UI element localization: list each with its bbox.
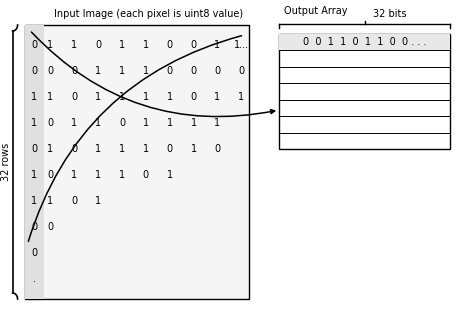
Text: 1: 1 [214, 92, 220, 102]
Text: 0: 0 [71, 196, 77, 206]
FancyArrowPatch shape [28, 36, 241, 241]
Text: 1: 1 [142, 118, 149, 128]
Text: 1: 1 [190, 118, 196, 128]
Text: 0: 0 [31, 144, 37, 154]
Text: 1: 1 [31, 170, 37, 180]
Text: 0: 0 [166, 40, 172, 49]
Text: 32 rows: 32 rows [0, 143, 10, 181]
Text: 0: 0 [47, 170, 53, 180]
Text: 0: 0 [71, 144, 77, 154]
Text: 1: 1 [119, 40, 125, 49]
Text: Output Array: Output Array [283, 6, 347, 16]
Text: .: . [33, 275, 36, 284]
Text: Input Image (each pixel is uint8 value): Input Image (each pixel is uint8 value) [54, 9, 243, 19]
Text: 1: 1 [214, 118, 220, 128]
FancyBboxPatch shape [25, 25, 44, 299]
Text: 1: 1 [95, 170, 101, 180]
Text: 32 bits: 32 bits [372, 9, 405, 19]
Text: 1: 1 [190, 144, 196, 154]
Text: 0: 0 [31, 248, 37, 258]
Text: 1: 1 [95, 92, 101, 102]
Text: 1: 1 [95, 144, 101, 154]
Text: 0: 0 [166, 144, 172, 154]
Text: 1: 1 [47, 40, 53, 49]
Text: 1: 1 [31, 92, 37, 102]
Text: 1: 1 [31, 196, 37, 206]
Text: 0: 0 [31, 222, 37, 232]
Text: 1: 1 [95, 196, 101, 206]
FancyBboxPatch shape [25, 25, 249, 299]
Text: 0: 0 [95, 40, 101, 49]
Text: 0: 0 [190, 66, 196, 76]
Text: 1: 1 [71, 118, 77, 128]
Text: 1: 1 [95, 66, 101, 76]
Text: 1: 1 [71, 40, 77, 49]
Text: 0: 0 [214, 66, 220, 76]
Text: 1: 1 [119, 144, 125, 154]
Text: 0: 0 [71, 92, 77, 102]
Text: 1: 1 [71, 170, 77, 180]
FancyBboxPatch shape [278, 34, 449, 149]
Text: 1: 1 [142, 66, 149, 76]
Text: 1: 1 [119, 92, 125, 102]
Text: 0: 0 [190, 92, 196, 102]
Text: 1: 1 [166, 118, 172, 128]
FancyArrowPatch shape [31, 32, 274, 117]
Text: 1: 1 [47, 92, 53, 102]
Text: 1: 1 [142, 92, 149, 102]
Text: 0: 0 [31, 66, 37, 76]
Text: 1: 1 [238, 92, 244, 102]
Text: 1...: 1... [233, 40, 248, 49]
Text: 1: 1 [119, 66, 125, 76]
Text: 1: 1 [47, 144, 53, 154]
Text: 0: 0 [47, 222, 53, 232]
Text: 0: 0 [31, 40, 37, 49]
Text: 1: 1 [119, 170, 125, 180]
Text: 1: 1 [166, 170, 172, 180]
Text: 0: 0 [166, 66, 172, 76]
Text: 0: 0 [142, 170, 149, 180]
Text: 0: 0 [214, 144, 220, 154]
Text: 1: 1 [166, 92, 172, 102]
Text: 1: 1 [214, 40, 220, 49]
Text: 1: 1 [95, 118, 101, 128]
Text: 0: 0 [190, 40, 196, 49]
Text: 1: 1 [47, 196, 53, 206]
Text: 1: 1 [142, 40, 149, 49]
Text: 0: 0 [47, 66, 53, 76]
Text: 0: 0 [119, 118, 125, 128]
Text: 1: 1 [31, 118, 37, 128]
Text: 1: 1 [142, 144, 149, 154]
Text: 0  0  1  1  0  1  1  0  0 . . .: 0 0 1 1 0 1 1 0 0 . . . [302, 37, 425, 47]
FancyBboxPatch shape [278, 34, 449, 50]
Text: 0: 0 [47, 118, 53, 128]
Text: 0: 0 [71, 66, 77, 76]
Text: 0: 0 [238, 66, 244, 76]
